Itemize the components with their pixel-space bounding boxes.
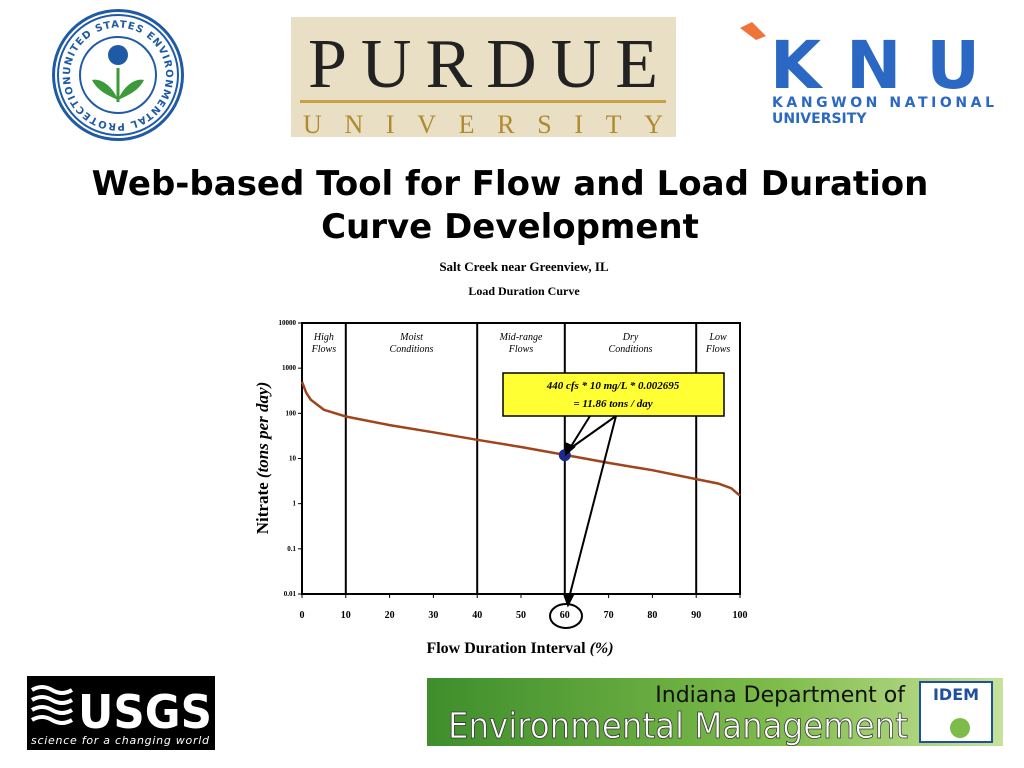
seal-line	[57, 14, 179, 136]
epa-logo: UNITED STATES ENVIRONMENTAL PROTECTION A…	[0, 0, 184, 141]
zone-label: Low	[708, 332, 727, 343]
arrow-line	[568, 415, 617, 599]
zone-label: Conditions	[390, 344, 434, 355]
y-tick-label: 0.1	[287, 545, 296, 553]
tick-circle	[549, 603, 583, 629]
zone-label: Flows	[508, 344, 534, 355]
x-tick-label: 0	[300, 610, 305, 621]
zone-label: Flows	[311, 344, 337, 355]
zone-label: High	[313, 332, 334, 343]
annotation-arrows	[562, 415, 617, 608]
annotation-text: 440 cfs * 10 mg/L * 0.002695	[546, 380, 680, 392]
plot-frame	[301, 322, 741, 595]
usgs-waves	[30, 685, 74, 725]
x-tick-label: 50	[516, 610, 526, 621]
knu-word: KNU	[770, 27, 980, 104]
idem-abbr: IDEM	[933, 685, 979, 704]
seal-plant	[92, 79, 144, 100]
knu-logo: KNU KANGWON NATIONAL UNIVERSITY	[740, 22, 994, 127]
idem-dept: Indiana Department of	[655, 683, 906, 708]
y-axis-label-text: Nitrate	[253, 482, 272, 534]
idem-bg	[427, 678, 1003, 746]
zone-label: Mid-range	[499, 332, 543, 343]
usgs-word: USGS	[78, 685, 212, 739]
y-tick-label: 100	[286, 409, 297, 417]
knu-mark	[740, 22, 766, 40]
idem-name: Environmental Management	[448, 706, 908, 747]
x-axis-label: Flow Duration Interval (%)	[426, 640, 613, 657]
annotation-box	[502, 372, 725, 417]
y-tick-label: 10000	[279, 319, 297, 327]
arrow-line	[569, 415, 591, 449]
arrow-line	[567, 415, 617, 451]
chart-subtitle: Load Duration Curve	[468, 284, 580, 298]
chart-title: Salt Creek near Greenview, IL	[439, 259, 609, 274]
x-axis-unit: (%)	[590, 640, 614, 657]
x-tick-label: 40	[472, 610, 482, 621]
zone-label: Dry	[622, 332, 639, 343]
x-tick-label: 60	[560, 610, 570, 621]
y-tick-label: 1000	[282, 364, 297, 372]
x-tick-label: 30	[428, 610, 438, 621]
x-axis-label-text: Flow Duration Interval	[426, 640, 586, 657]
y-tick-label: 10	[289, 455, 297, 463]
purdue-bg	[291, 17, 676, 137]
y-tick-label: 0.01	[284, 590, 297, 598]
plot: 0.01 0.1 1 10 100 1000 10000 0 10 20 30 40 50 60 70 80 9…	[279, 319, 748, 621]
zone-label: Conditions	[609, 344, 653, 355]
knu-university: UNIVERSITY	[772, 111, 867, 127]
arrow-head	[562, 592, 575, 608]
x-tick-label: 20	[385, 610, 395, 621]
purdue-rule	[300, 100, 666, 103]
y-axis-label: Nitrate (tons per day)	[253, 382, 272, 535]
x-tick-label: 90	[691, 610, 701, 621]
y-tick-label: 1	[293, 500, 297, 508]
seal-sun	[108, 45, 128, 65]
x-tick-label: 80	[647, 610, 657, 621]
idem-logo: Indiana Department of Environmental Mana…	[427, 678, 1003, 747]
usgs-logo: USGS science for a changing world	[27, 676, 215, 750]
y-axis-unit: (tons per day)	[253, 382, 272, 478]
x-tick-label: 10	[341, 610, 351, 621]
slide-title: Curve Development	[321, 207, 699, 247]
duration-curve	[300, 381, 741, 497]
knu-name: KANGWON NATIONAL	[772, 95, 994, 111]
slide-title: Web-based Tool for Flow and Load Duratio…	[92, 164, 929, 204]
usgs-tagline: science for a changing world	[31, 734, 210, 747]
x-tick-label: 70	[604, 610, 614, 621]
zone-label: Moist	[399, 332, 423, 343]
purdue-logo: PURDUE UNIVERSITY	[291, 17, 676, 139]
idem-emblem	[950, 718, 970, 738]
x-tick-label: 100	[733, 610, 748, 621]
zone-label: Flows	[705, 344, 731, 355]
annotation-text: = 11.86 tons / day	[573, 398, 652, 410]
